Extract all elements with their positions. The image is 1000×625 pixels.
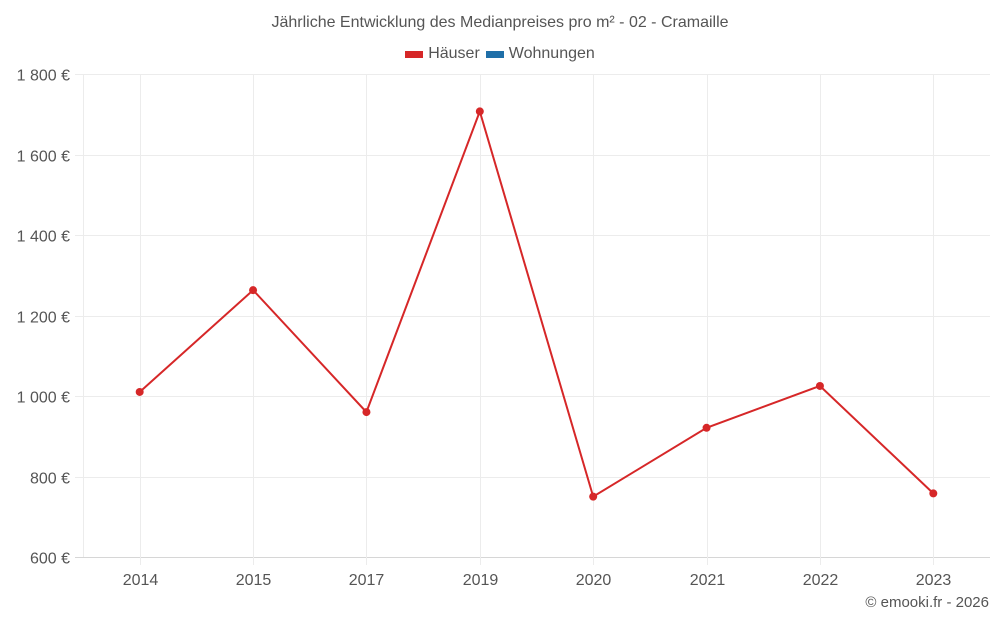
y-tick-label: 1 400 € <box>17 229 70 246</box>
legend-swatch-icon <box>485 50 504 58</box>
data-point[interactable] <box>249 286 258 295</box>
legend-label: Wohnungen <box>508 45 595 62</box>
copyright-credit: © emooki.fr - 2026 <box>865 594 989 611</box>
y-tick-label: 600 € <box>30 551 70 568</box>
legend-item-wohnungen[interactable]: Wohnungen <box>485 45 595 63</box>
x-tick-label: 2020 <box>576 572 612 589</box>
x-axis: 2014 2015 2017 2019 2020 2021 2022 2023 <box>123 572 952 589</box>
x-tick-label: 2021 <box>690 572 726 589</box>
data-point[interactable] <box>362 408 371 417</box>
data-point[interactable] <box>475 107 484 116</box>
x-tick-label: 2015 <box>236 572 272 589</box>
y-tick-label: 1 800 € <box>17 68 70 85</box>
y-tick-label: 1 600 € <box>17 149 70 166</box>
y-axis: 600 € 800 € 1 000 € 1 200 € 1 400 € 1 600 € 1 … <box>17 68 70 568</box>
legend-label: Häuser <box>428 45 480 62</box>
y-tick-label: 1 000 € <box>17 390 70 407</box>
series-haeuser <box>135 107 938 501</box>
y-tick-label: 800 € <box>30 471 70 488</box>
grid-lines <box>75 74 990 565</box>
legend-item-haeuser[interactable]: Häuser <box>405 45 480 63</box>
data-point[interactable] <box>929 489 938 498</box>
x-tick-label: 2022 <box>803 572 839 589</box>
x-tick-label: 2019 <box>463 572 499 589</box>
legend-swatch-icon <box>405 50 424 58</box>
y-tick-label: 1 200 € <box>17 310 70 327</box>
chart-title: Jährliche Entwicklung des Medianpreises … <box>271 14 729 31</box>
data-point[interactable] <box>702 423 711 432</box>
x-tick-label: 2017 <box>349 572 385 589</box>
chart-legend: Häuser Wohnungen <box>0 45 1000 63</box>
data-point[interactable] <box>589 492 598 501</box>
x-tick-label: 2014 <box>123 572 159 589</box>
data-point[interactable] <box>135 387 144 396</box>
data-point[interactable] <box>815 381 824 390</box>
x-tick-label: 2023 <box>916 572 952 589</box>
